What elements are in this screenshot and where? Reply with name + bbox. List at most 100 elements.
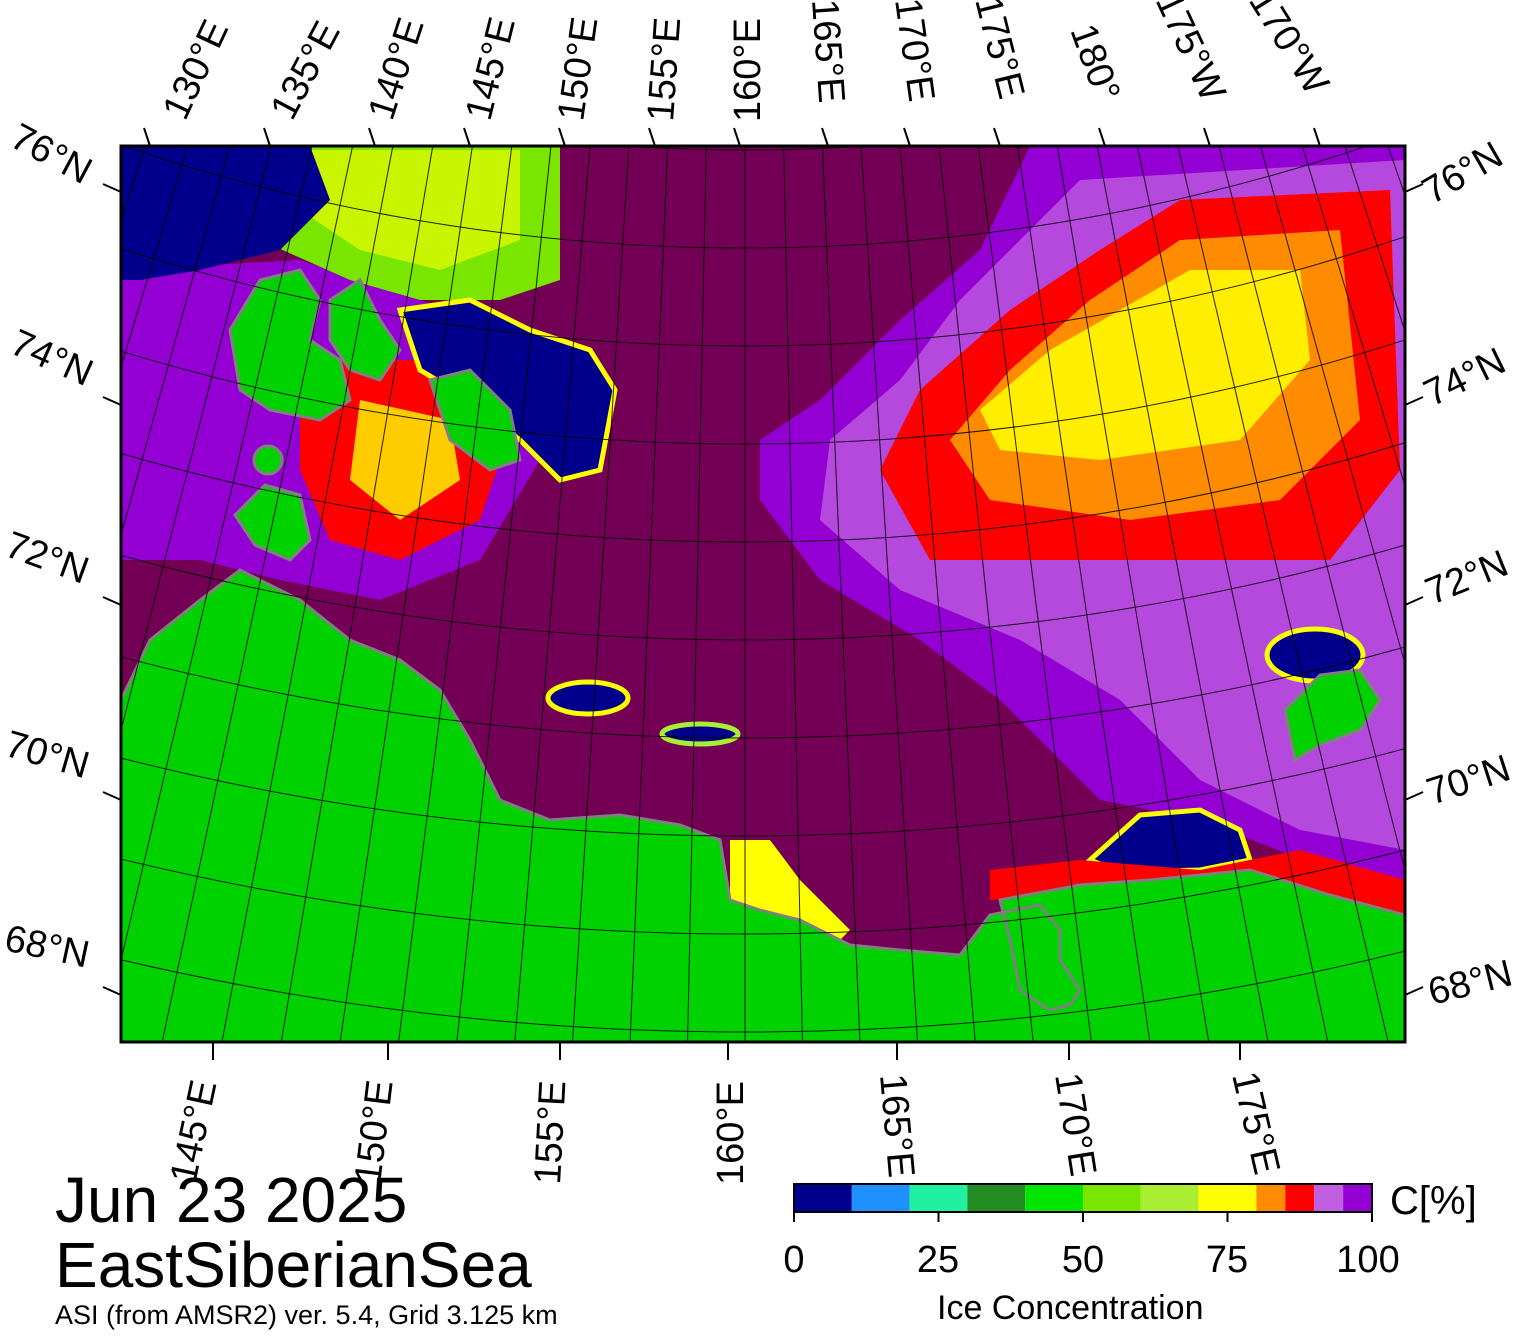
land-island-kotelny: [228, 268, 352, 422]
graticule-meridian: [571, 146, 630, 1042]
graticule-meridian: [899, 146, 976, 1042]
colorbar-bin: [909, 1184, 968, 1212]
lon-label-top: 150°E: [550, 14, 606, 123]
colorbar-bin: [1025, 1184, 1083, 1212]
lon-label-top: 175°E: [966, 0, 1032, 103]
graticule: [121, 0, 1527, 1042]
graticule-meridian: [456, 146, 552, 1042]
graticule-meridian: [221, 146, 394, 1042]
graticule-meridian: [860, 146, 919, 1042]
land-mainland: [121, 568, 1405, 1042]
lat-label-right: 68°N: [1424, 952, 1517, 1013]
lon-label-top: 175°W: [1147, 0, 1233, 108]
map-frame: [119, 144, 1407, 1044]
lon-label-bottom: 175°E: [1223, 1068, 1287, 1179]
axis-tick: [1404, 596, 1424, 606]
graticule-meridian: [161, 146, 354, 1042]
lon-label-top: 130°E: [155, 14, 237, 126]
lat-label-right: 72°N: [1420, 543, 1514, 614]
graticule-meridian: [121, 146, 313, 963]
left-latitude-labels: 76°N 74°N 72°N 70°N 68°N: [0, 116, 99, 977]
graticule-meridian: [938, 146, 1034, 1042]
lat-label-left: 76°N: [4, 116, 99, 193]
map-area: [121, 0, 1527, 1042]
axis-tick: [263, 127, 271, 147]
colorbar-bin: [1198, 1184, 1257, 1212]
graticule-meridian: [280, 146, 434, 1042]
lat-label-right: 74°N: [1418, 340, 1513, 415]
axis-ticks: [102, 127, 1424, 1060]
colorbar: [793, 1183, 1373, 1222]
axis-tick: [1404, 791, 1424, 801]
land-island-faddeyevsky: [328, 277, 402, 382]
graticule-meridian: [339, 146, 473, 1042]
polynya-small-2: [659, 721, 741, 747]
graticule-meridian: [514, 146, 591, 1042]
land-island-new-siberia: [428, 368, 522, 472]
lon-label-top: 140°E: [361, 13, 433, 125]
colorbar-bin: [1256, 1184, 1286, 1212]
land-wrangel-island: [1283, 668, 1382, 763]
graticule-meridian: [1301, 146, 1405, 488]
polynya-northwest: [121, 146, 330, 280]
lon-label-bottom: 160°E: [710, 1081, 752, 1185]
lon-label-top: 170°E: [886, 0, 942, 104]
ice-field-west-yellow: [350, 400, 460, 520]
graticule-meridian: [687, 146, 707, 1042]
colorbar-title: Ice Concentration: [937, 1289, 1204, 1327]
graticule-meridian: [1389, 0, 1527, 996]
lon-label-top: 135°E: [263, 15, 349, 127]
colorbar-bin: [1083, 1184, 1141, 1212]
colorbar-bin: [851, 1184, 910, 1212]
polynya-small-1: [545, 679, 631, 717]
axis-tick: [1203, 127, 1211, 147]
axis-tick: [1404, 183, 1424, 193]
graticule-meridian: [121, 146, 189, 369]
colorbar-tick-label: 100: [1336, 1239, 1399, 1281]
axis-tick: [903, 127, 911, 147]
graticule-meridian: [1523, 0, 1527, 898]
colorbar-bin: [1314, 1184, 1344, 1212]
graticule-meridian: [629, 146, 669, 1042]
lon-label-bottom: 155°E: [527, 1079, 574, 1185]
ice-core-yellow: [980, 270, 1310, 460]
axis-tick: [143, 127, 151, 147]
colorbar-bin: [794, 1184, 852, 1212]
region-title: EastSiberianSea: [55, 1229, 532, 1301]
graticule-meridian: [121, 146, 272, 733]
axis-tick: [1098, 127, 1106, 147]
colorbar-bin: [1140, 1184, 1199, 1212]
right-latitude-labels: 76°N 74°N 72°N 70°N 68°N: [1416, 134, 1517, 1014]
lat-label-left: 74°N: [4, 322, 99, 395]
lat-label-left: 72°N: [0, 524, 94, 593]
axis-tick: [102, 183, 122, 193]
lon-label-top: 155°E: [640, 16, 689, 123]
ice-north-yellow: [300, 150, 520, 270]
lon-label-top: 160°E: [727, 18, 769, 122]
graticule-meridian: [1218, 146, 1405, 873]
colorbar-tick-label: 50: [1062, 1239, 1104, 1281]
lon-label-top: 145°E: [458, 13, 524, 124]
lon-label-top: 170°W: [1240, 0, 1336, 102]
axis-tick: [1404, 396, 1424, 406]
land-island-small: [252, 444, 284, 476]
lat-label-left: 70°N: [1, 723, 94, 787]
product-note: ASI (from AMSR2) ver. 5.4, Grid 3.125 km: [55, 1300, 558, 1330]
axis-tick: [1313, 127, 1321, 147]
axis-tick: [993, 127, 1001, 147]
graticule-meridian: [1177, 146, 1389, 1042]
colorbar-bin: [967, 1184, 1026, 1212]
axis-tick: [558, 127, 566, 147]
graticule-meridian: [121, 146, 231, 537]
graticule-meridian: [1136, 146, 1329, 1042]
graticule-meridian: [1056, 146, 1210, 1042]
colorbar-tick-label: 0: [783, 1239, 804, 1281]
graticule-meridian: [398, 146, 513, 1042]
colorbar-tick-label: 25: [917, 1239, 959, 1281]
axis-tick: [102, 791, 122, 801]
colorbar-bin: [1343, 1184, 1372, 1212]
axis-tick: [648, 127, 656, 147]
colorbar-unit-label: C[%]: [1390, 1179, 1477, 1223]
axis-tick: [1404, 986, 1424, 996]
